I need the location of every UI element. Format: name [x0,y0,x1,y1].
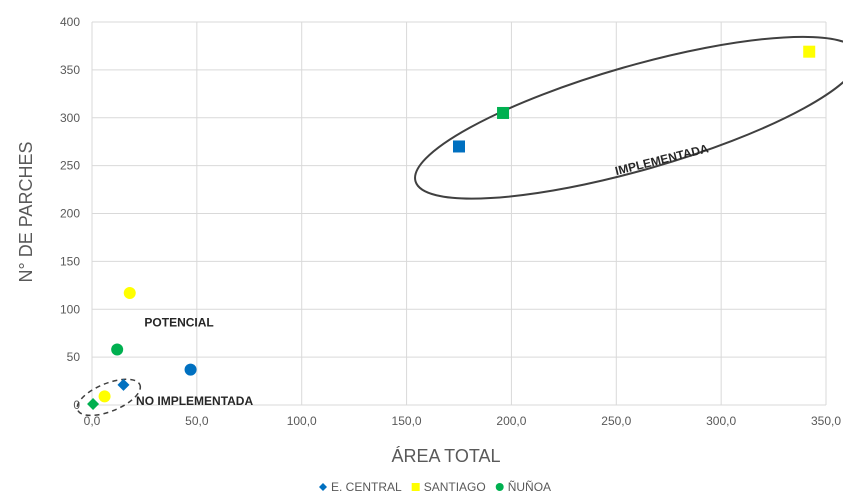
data-point [98,390,111,403]
implementada-ellipse [414,35,843,200]
group-ellipses [76,35,843,417]
y-axis-title: N° DE PARCHES [16,142,36,283]
data-point [803,45,816,58]
annotations: POTENCIAL NO IMPLEMENTADA IMPLEMENTADA [136,141,710,408]
y-tick-label: 400 [60,15,80,29]
legend-marker [319,483,327,491]
data-point [87,398,100,411]
x-tick-label: 200,0 [496,414,526,428]
legend-label: SANTIAGO [424,480,486,494]
data-point [184,363,197,376]
x-tick-label: 350,0 [811,414,841,428]
y-tick-label: 50 [67,350,81,364]
legend: E. CENTRAL SANTIAGO ÑUÑOA [319,480,551,494]
data-point [117,378,130,391]
y-tick-label: 150 [60,254,80,268]
y-tick-label: 350 [60,63,80,77]
annotation-label: IMPLEMENTADA [614,141,711,178]
data-point [111,343,124,356]
x-tick-label: 100,0 [287,414,317,428]
x-tick-label: 50,0 [185,414,209,428]
x-tick-label: 300,0 [706,414,736,428]
data-point [123,286,136,299]
y-tick-label: 250 [60,159,80,173]
y-tick-label: 0 [73,398,80,412]
legend-label: E. CENTRAL [331,480,402,494]
data-points [87,45,816,411]
x-tick-label: 0,0 [84,414,101,428]
horizontal-gridlines [92,21,826,406]
x-tick-label: 250,0 [601,414,631,428]
x-axis-ticks: 0,0 50,0 100,0 150,0 200,0 250,0 300,0 350,0 [84,414,842,428]
y-tick-label: 200 [60,207,80,221]
y-tick-label: 100 [60,302,80,316]
no-implementada-ellipse [76,378,142,417]
y-axis-ticks: 0 50 100 150 200 250 300 350 400 [60,15,80,412]
annotation-label: NO IMPLEMENTADA [136,394,253,408]
y-tick-label: 300 [60,111,80,125]
data-point [497,106,510,119]
legend-label: ÑUÑOA [508,480,551,494]
data-point [453,140,465,153]
x-axis-title: ÁREA TOTAL [391,446,500,466]
annotation-label: POTENCIAL [144,315,213,329]
legend-marker [495,483,504,491]
x-tick-label: 150,0 [392,414,422,428]
legend-marker [411,483,420,491]
